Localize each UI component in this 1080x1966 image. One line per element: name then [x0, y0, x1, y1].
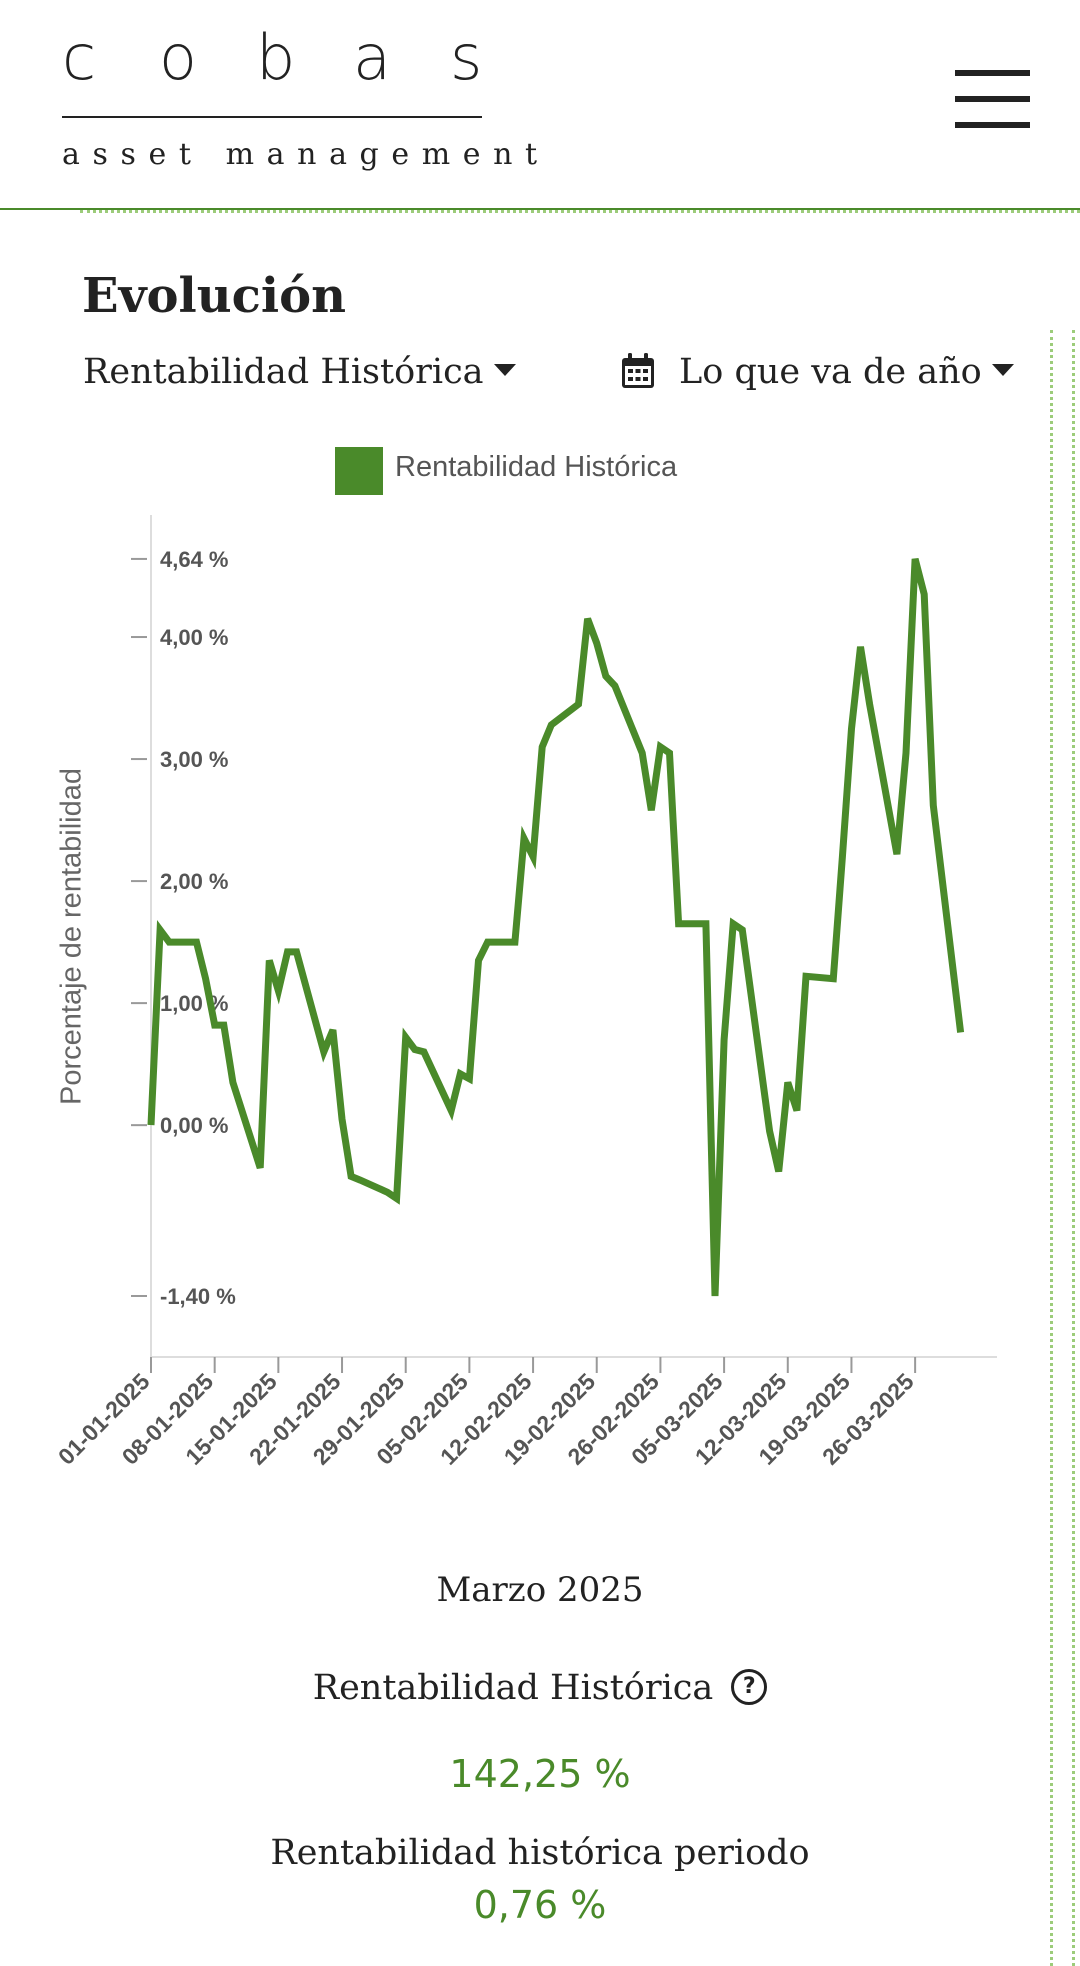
summary-value: 142,25 % — [449, 1752, 631, 1796]
logo-divider — [62, 116, 482, 118]
hamburger-menu-icon[interactable] — [955, 68, 1030, 130]
logo-letter-o: o — [159, 21, 197, 94]
logo[interactable]: c o b a s — [62, 21, 483, 94]
legend-label: Rentabilidad Histórica — [395, 451, 678, 483]
logo-letter-s: s — [450, 21, 483, 94]
logo-letter-b: b — [256, 21, 296, 94]
calendar-icon[interactable] — [619, 352, 657, 390]
y-tick-label: 4,00 % — [160, 625, 229, 650]
logo-letter-c: c — [62, 21, 97, 94]
y-tick-label: 0,00 % — [160, 1113, 229, 1138]
dotted-border-right-outer — [1072, 330, 1075, 1966]
line-chart: 4,64 % 4,00 % 3,00 % 2,00 % 1,00 % 0,00 % -1,4… — [53, 515, 997, 1470]
summary-period-label: Rentabilidad histórica periodo — [270, 1833, 810, 1873]
y-axis-label: Porcentaje de rentabilidad — [55, 768, 88, 1105]
summary-label-text: Rentabilidad Histórica — [312, 1668, 714, 1708]
series-line — [147, 558, 965, 1297]
page-title: Evolución — [82, 268, 346, 324]
y-tick-label: 3,00 % — [160, 747, 229, 772]
summary-date: Marzo 2025 — [436, 1570, 644, 1610]
site-header: c o b a s asset management — [0, 0, 1080, 210]
logo-letter-a: a — [353, 21, 391, 94]
period-dropdown[interactable]: Lo que va de año — [679, 352, 1014, 392]
metric-dropdown[interactable]: Rentabilidad Histórica — [83, 352, 516, 392]
summary-period-value: 0,76 % — [473, 1883, 607, 1927]
chevron-down-icon — [493, 363, 516, 376]
y-tick-label: 1,00 % — [160, 991, 229, 1016]
dotted-divider — [80, 210, 1080, 213]
period-dropdown-label: Lo que va de año — [679, 352, 982, 392]
y-tick-label: 4,64 % — [160, 547, 229, 572]
legend-swatch — [335, 447, 383, 495]
metric-dropdown-label: Rentabilidad Histórica — [83, 352, 484, 392]
chevron-down-icon — [991, 363, 1014, 376]
y-tick-label: -1,40 % — [160, 1284, 236, 1309]
y-tick-label: 2,00 % — [160, 869, 229, 894]
dotted-border-right — [1050, 330, 1053, 1966]
summary-label: Rentabilidad Histórica? — [0, 1668, 1080, 1708]
logo-subtitle: asset management — [62, 137, 550, 172]
question-circle-icon[interactable]: ? — [731, 1668, 768, 1705]
